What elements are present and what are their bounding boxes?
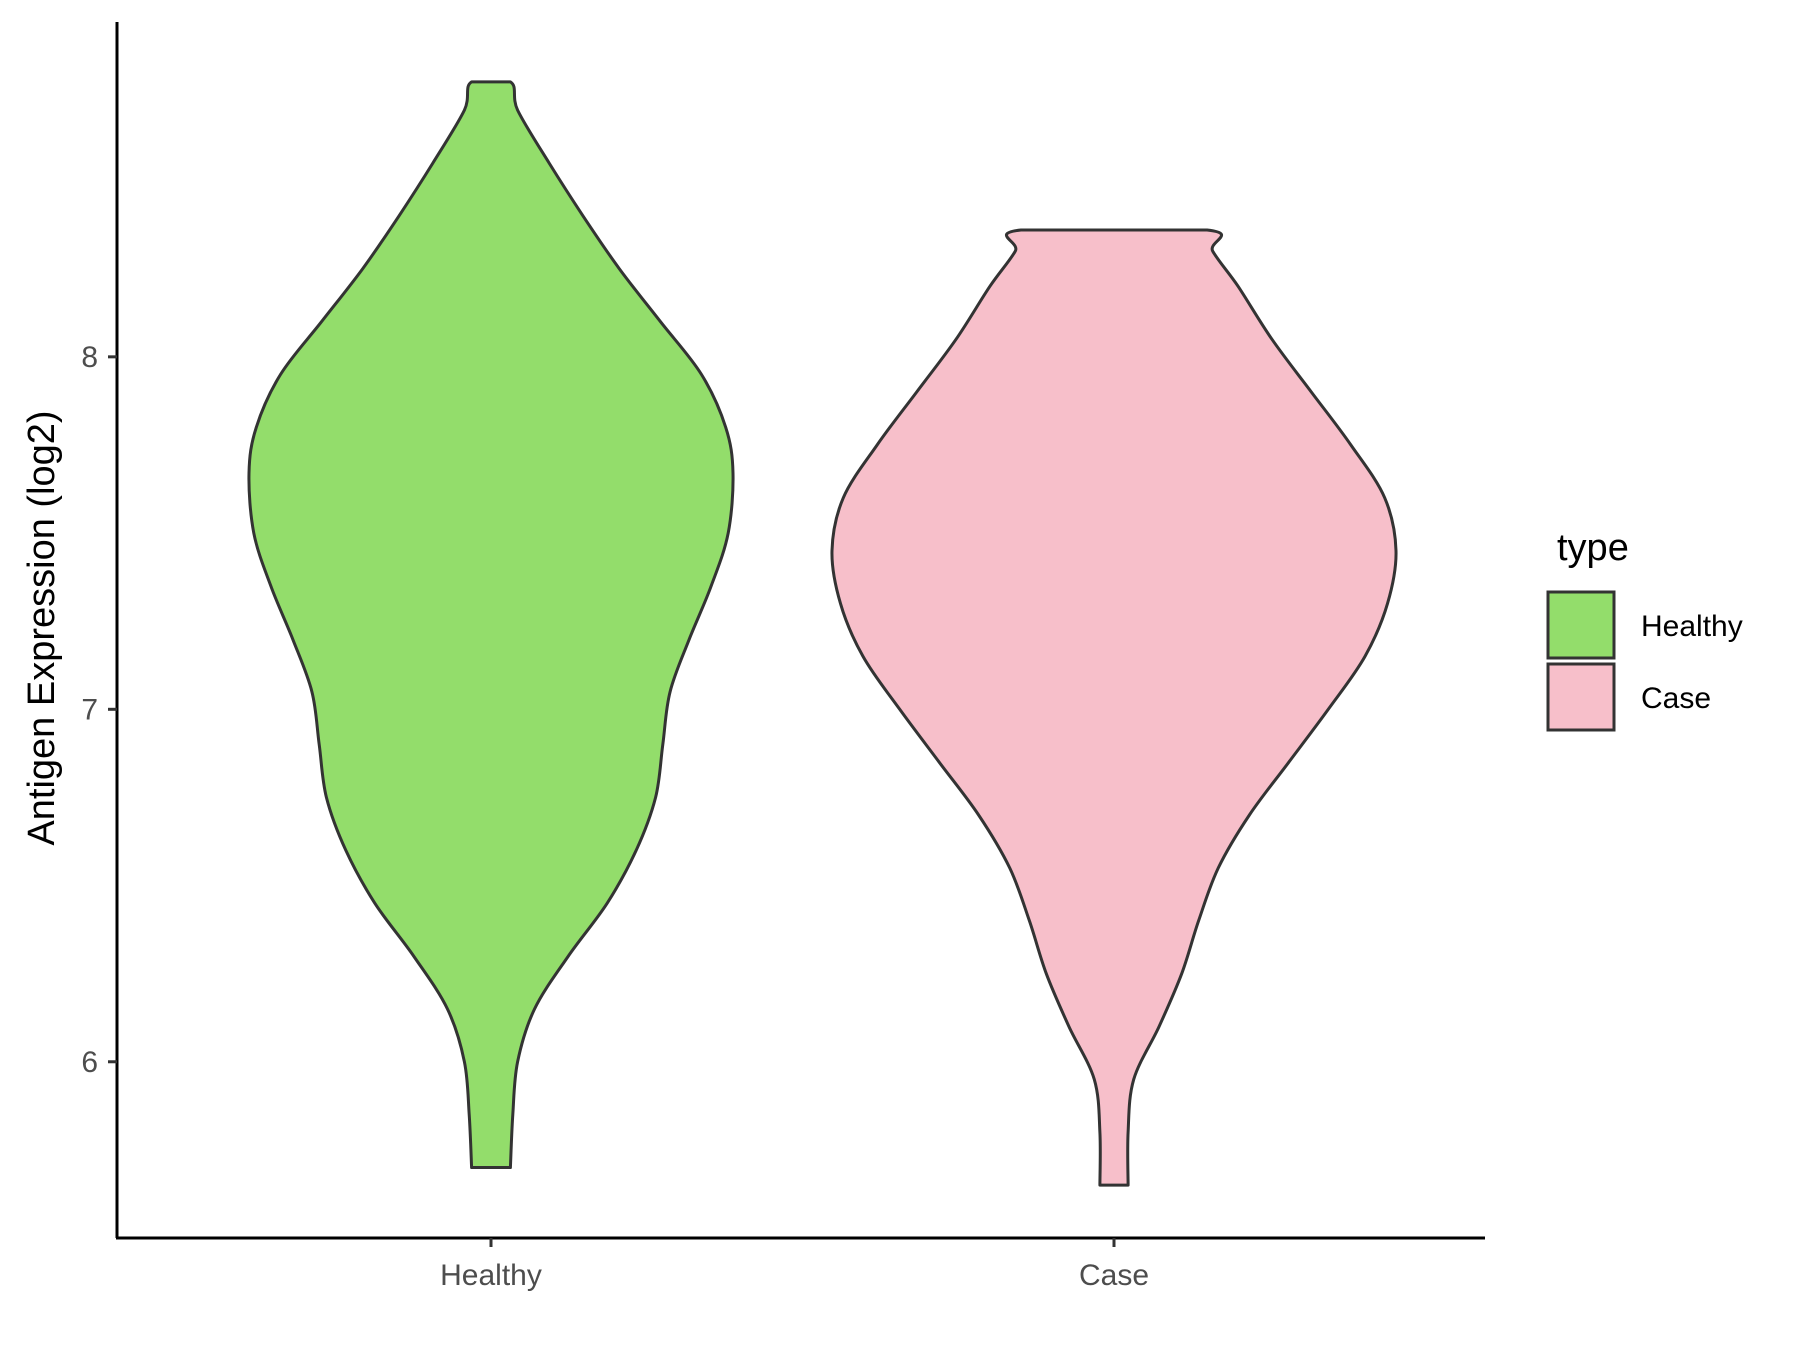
y-axis-title: Antigen Expression (log2) [21, 410, 63, 845]
y-ticks-layer: 6 7 8 [81, 341, 117, 1079]
violin-case [830, 228, 1398, 1187]
legend-items: Healthy Case [1546, 590, 1743, 732]
y-tick-label: 6 [81, 1046, 98, 1079]
x-ticks-layer: Healthy Case [440, 1238, 1149, 1292]
legend-key-case [1546, 662, 1616, 732]
violin-healthy [247, 80, 735, 1169]
legend-label-healthy: Healthy [1641, 610, 1743, 643]
y-tick-label: 8 [81, 341, 98, 374]
legend-key-healthy [1546, 590, 1616, 660]
legend-label-case: Case [1641, 682, 1711, 715]
x-tick-label-case: Case [1079, 1259, 1149, 1292]
legend: type Healthy Case [1546, 527, 1743, 732]
violins-layer [247, 80, 1398, 1187]
x-tick-label-healthy: Healthy [440, 1259, 542, 1292]
axes-layer [115, 22, 1485, 1240]
legend-title: type [1557, 527, 1629, 569]
y-tick-label: 7 [81, 693, 98, 726]
